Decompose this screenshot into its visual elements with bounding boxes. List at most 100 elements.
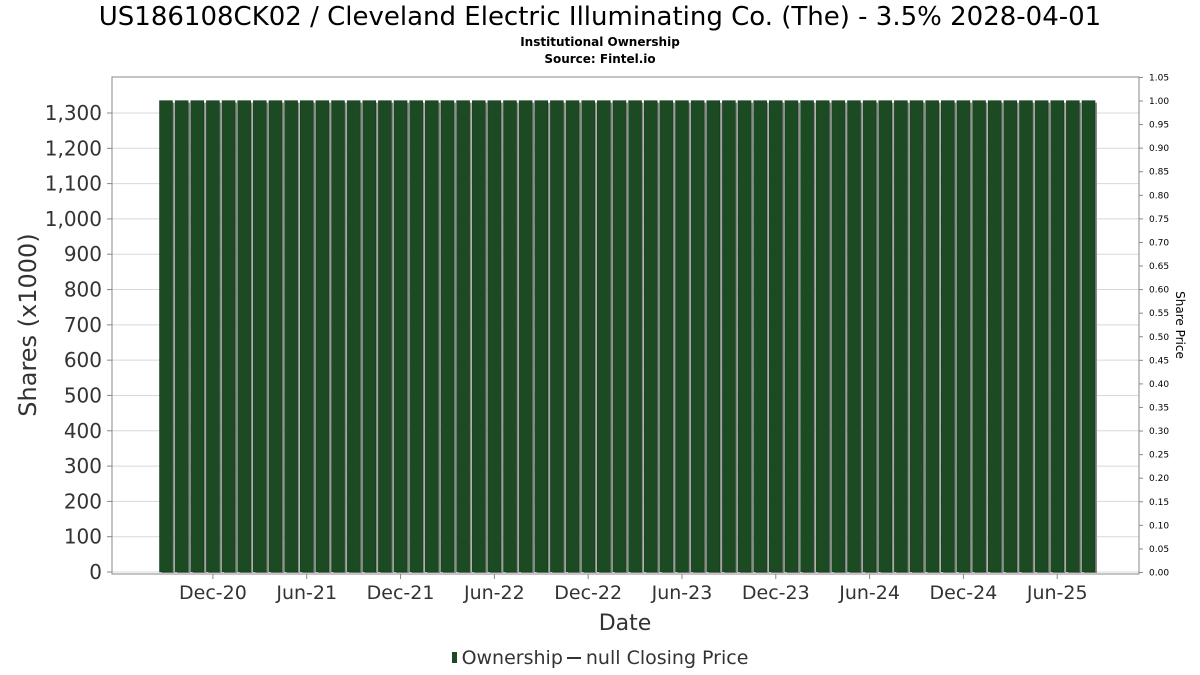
- ownership-bar: [800, 100, 814, 573]
- y-axis-ticks: 0 100 200 300 400 500 600 700 800 900 1,000 1,100 1,…: [45, 101, 112, 584]
- ownership-bar: [1034, 100, 1049, 573]
- ownership-bar: [956, 100, 971, 573]
- ownership-bar: [534, 100, 549, 573]
- y-tick-label: 1,000: [45, 207, 102, 231]
- chart-title: US186108CK02 / Cleveland Electric Illumi…: [98, 2, 1102, 32]
- y2-tick-label: 0.70: [1149, 238, 1169, 248]
- y2-tick-label: 0.05: [1149, 545, 1169, 555]
- ownership-bar: [237, 100, 251, 573]
- ownership-bar: [1003, 100, 1018, 573]
- ownership-bar: [643, 100, 658, 573]
- y2-tick-label: 0.85: [1149, 168, 1169, 178]
- x-tick-label: Dec-23: [742, 582, 810, 604]
- ownership-bar: [909, 100, 924, 573]
- y2-tick-label: 0.65: [1149, 262, 1169, 272]
- ownership-bar: [550, 100, 564, 573]
- y2-tick-label: 0.75: [1149, 215, 1169, 225]
- y-tick-label: 700: [64, 313, 102, 337]
- y2-tick-label: 0.80: [1149, 191, 1169, 201]
- ownership-bar: [409, 100, 423, 573]
- y2-tick-label: 0.95: [1149, 121, 1169, 131]
- ownership-bar: [206, 100, 220, 573]
- y-tick-label: 1,300: [45, 101, 102, 125]
- ownership-bar: [612, 100, 627, 573]
- y-tick-label: 200: [64, 489, 102, 513]
- ownership-bar: [675, 100, 689, 573]
- ownership-bar: [925, 100, 939, 573]
- y2-tick-label: 0.50: [1149, 333, 1169, 343]
- ownership-bar: [284, 100, 298, 573]
- ownership-bar: [331, 100, 345, 573]
- ownership-bar: [393, 100, 408, 573]
- y2-tick-label: 0.90: [1149, 144, 1169, 154]
- y2-axis-ticks: 0.00 0.05 0.10 0.15 0.20 0.25 0.30 0.35 0.40 0.45…: [1139, 73, 1169, 579]
- ownership-bar: [456, 100, 470, 573]
- y2-axis-label: Share Price: [1173, 291, 1187, 359]
- y-tick-label: 900: [64, 242, 102, 266]
- y2-tick-label: 1.00: [1149, 97, 1169, 107]
- ownership-bar: [659, 100, 674, 573]
- ownership-bar: [972, 100, 986, 573]
- x-tick-label: Dec-21: [367, 582, 435, 604]
- y2-tick-label: 0.35: [1149, 403, 1169, 413]
- y2-tick-label: 0.55: [1149, 309, 1169, 319]
- price-legend-swatch: [566, 656, 581, 659]
- legend: Ownership null Closing Price: [0, 647, 1200, 669]
- y2-tick-label: 0.15: [1149, 498, 1169, 508]
- x-tick-label: Jun-25: [1026, 582, 1088, 604]
- ownership-bar: [941, 100, 955, 573]
- ownership-bar: [503, 100, 517, 573]
- ownership-bar: [518, 100, 533, 573]
- y2-tick-label: 0.30: [1149, 427, 1169, 437]
- y-tick-label: 400: [64, 419, 102, 443]
- y-tick-label: 0: [89, 560, 102, 584]
- ownership-bar: [1050, 100, 1064, 573]
- y2-tick-label: 0.25: [1149, 451, 1169, 461]
- ownership-bar: [581, 100, 595, 573]
- ownership-legend-swatch: [451, 652, 457, 663]
- plot-frame: [111, 76, 1140, 575]
- y-tick-label: 1,100: [45, 172, 102, 196]
- ownership-bar: [894, 100, 908, 573]
- ownership-bar: [471, 100, 486, 573]
- y-tick-label: 1,200: [45, 136, 102, 160]
- y2-tick-label: 0.60: [1149, 286, 1169, 296]
- ownership-bar: [628, 100, 642, 573]
- ownership-bar: [268, 100, 283, 573]
- y-tick-label: 300: [64, 454, 102, 478]
- ownership-bar: [1081, 100, 1096, 573]
- ownership-bar: [253, 100, 267, 573]
- y-tick-label: 600: [64, 348, 102, 372]
- ownership-bar: [753, 100, 767, 573]
- y2-tick-label: 0.20: [1149, 474, 1169, 484]
- ownership-bar: [174, 100, 189, 573]
- ownership-bars: [159, 100, 1097, 574]
- ownership-bar: [722, 100, 736, 573]
- legend-ownership-label: Ownership: [461, 647, 563, 669]
- y-tick-label: 500: [64, 383, 102, 407]
- ownership-bar: [878, 100, 892, 573]
- ownership-bar: [690, 100, 705, 573]
- ownership-bar: [987, 100, 1002, 573]
- x-axis-ticks: Dec-20 Jun-21 Dec-21 Jun-22 Dec-22 Jun-23 Dec-…: [179, 574, 1088, 604]
- x-tick-label: Jun-24: [838, 582, 900, 604]
- ownership-bar: [221, 100, 236, 573]
- ownership-bar: [1066, 100, 1080, 573]
- ownership-bar: [784, 100, 799, 573]
- x-tick-label: Jun-22: [463, 582, 525, 604]
- ownership-bar: [159, 100, 173, 573]
- x-tick-label: Jun-23: [651, 582, 713, 604]
- ownership-bar: [737, 100, 752, 573]
- y2-tick-label: 0.45: [1149, 356, 1169, 366]
- ownership-bar: [706, 100, 720, 573]
- chart-source: Source: Fintel.io: [544, 52, 656, 66]
- ownership-bar: [425, 100, 439, 573]
- x-tick-label: Dec-20: [179, 582, 247, 604]
- ownership-bar: [847, 100, 861, 573]
- y2-tick-label: 0.40: [1149, 380, 1169, 390]
- ownership-bar: [378, 100, 392, 573]
- ownership-bar: [1019, 100, 1033, 573]
- ownership-bar: [597, 100, 611, 573]
- x-tick-label: Dec-24: [930, 582, 998, 604]
